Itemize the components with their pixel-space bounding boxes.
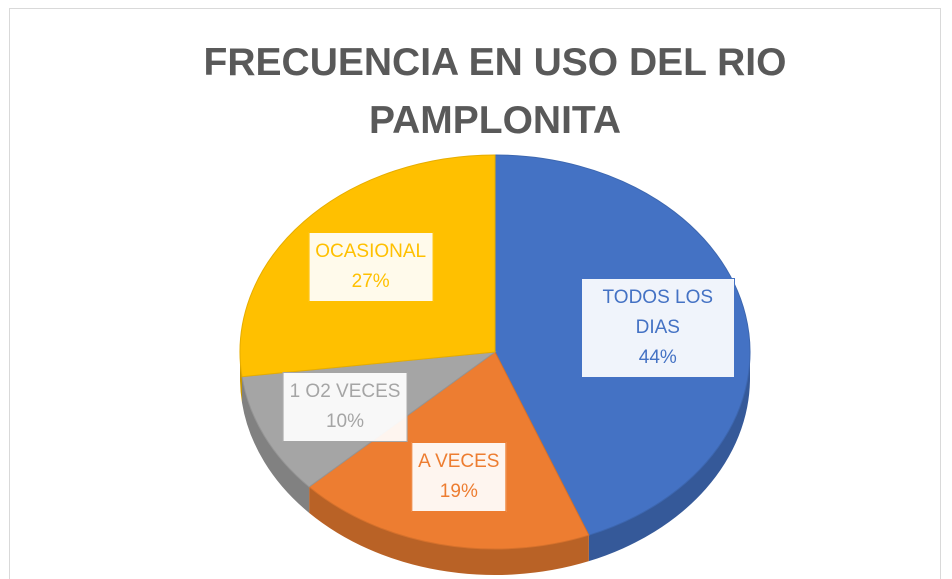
label-percent: 27% xyxy=(351,271,390,293)
data-label: OCASIONAL 27% xyxy=(308,232,434,303)
label-category: A VECES xyxy=(418,450,500,472)
data-label: TODOS LOS DIAS 44% xyxy=(580,278,735,378)
label-percent: 10% xyxy=(325,410,365,432)
label-percent: 44% xyxy=(638,347,677,368)
pie-side xyxy=(588,352,750,562)
chart-border xyxy=(9,8,941,579)
pie-side xyxy=(309,486,589,575)
pie-side xyxy=(242,376,310,513)
label-percent: 19% xyxy=(439,480,478,502)
data-label: A VECES 19% xyxy=(411,441,507,512)
label-category: OCASIONAL xyxy=(315,241,427,263)
data-label: 1 O2 VECES 10% xyxy=(282,371,408,442)
chart-title: FRECUENCIA EN USO DEL RIO PAMPLONITA xyxy=(203,41,787,142)
label-category: 1 O2 VECES xyxy=(289,380,401,402)
label-category: TODOS LOS DIAS xyxy=(602,287,714,338)
